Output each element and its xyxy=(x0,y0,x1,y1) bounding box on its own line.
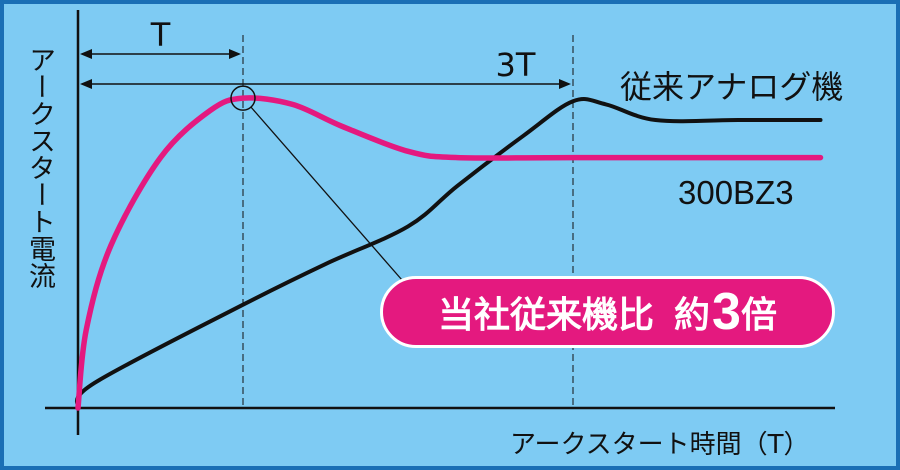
callout-main-text: 当社従来機比 xyxy=(438,295,655,336)
peak-marker-circle xyxy=(230,85,256,111)
comparison-callout: 当社従来機比 約 3 倍 xyxy=(380,276,835,348)
arrowhead-left-3t xyxy=(80,79,92,89)
annotation-layer xyxy=(230,85,403,281)
axes xyxy=(45,10,835,435)
series-line-300bz3 xyxy=(75,95,824,411)
callout-times-text: 倍 xyxy=(740,295,777,336)
callout-approx-text: 約 xyxy=(674,295,711,336)
marker-label-t: T xyxy=(150,16,171,54)
arrowhead-right-3t xyxy=(559,79,571,89)
guide-lines: T 3T xyxy=(80,16,574,408)
marker-label-3t: 3T xyxy=(496,46,536,84)
arrowhead-right-t xyxy=(229,49,241,59)
series-label-analog: 従来アナログ機 xyxy=(620,68,844,106)
series-label-300bz3: 300BZ3 xyxy=(678,174,794,211)
callout-leader-line xyxy=(250,106,403,281)
series-line-analog xyxy=(74,97,823,410)
x-axis-label: アークスタート時間（T） xyxy=(510,430,810,460)
arrowhead-left-t xyxy=(80,49,92,59)
callout-multiplier-number: 3 xyxy=(712,283,741,341)
y-axis-label: アークスタート電流 xyxy=(24,46,55,289)
series-layer xyxy=(74,95,824,411)
